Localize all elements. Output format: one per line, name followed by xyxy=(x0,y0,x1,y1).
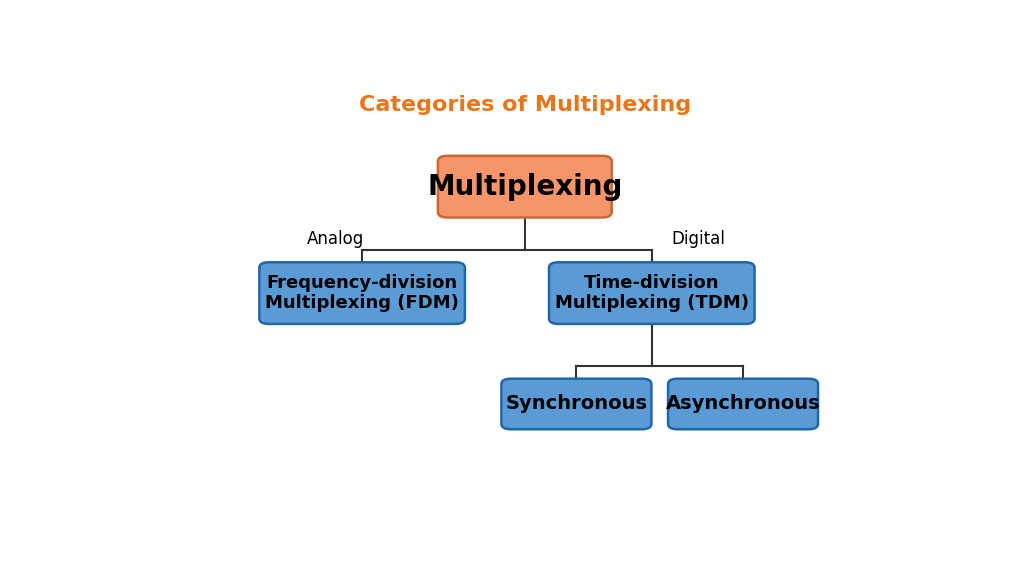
Text: Frequency-division
Multiplexing (FDM): Frequency-division Multiplexing (FDM) xyxy=(265,274,459,313)
FancyBboxPatch shape xyxy=(668,378,818,429)
Text: Synchronous: Synchronous xyxy=(506,395,647,414)
FancyBboxPatch shape xyxy=(502,378,651,429)
FancyBboxPatch shape xyxy=(549,262,755,324)
Text: Analog: Analog xyxy=(306,230,364,248)
FancyBboxPatch shape xyxy=(259,262,465,324)
Text: Time-division
Multiplexing (TDM): Time-division Multiplexing (TDM) xyxy=(555,274,749,313)
FancyBboxPatch shape xyxy=(438,156,611,218)
Text: Asynchronous: Asynchronous xyxy=(666,395,820,414)
Text: Multiplexing: Multiplexing xyxy=(427,173,623,200)
Text: Digital: Digital xyxy=(672,230,725,248)
Text: Categories of Multiplexing: Categories of Multiplexing xyxy=(358,94,691,115)
